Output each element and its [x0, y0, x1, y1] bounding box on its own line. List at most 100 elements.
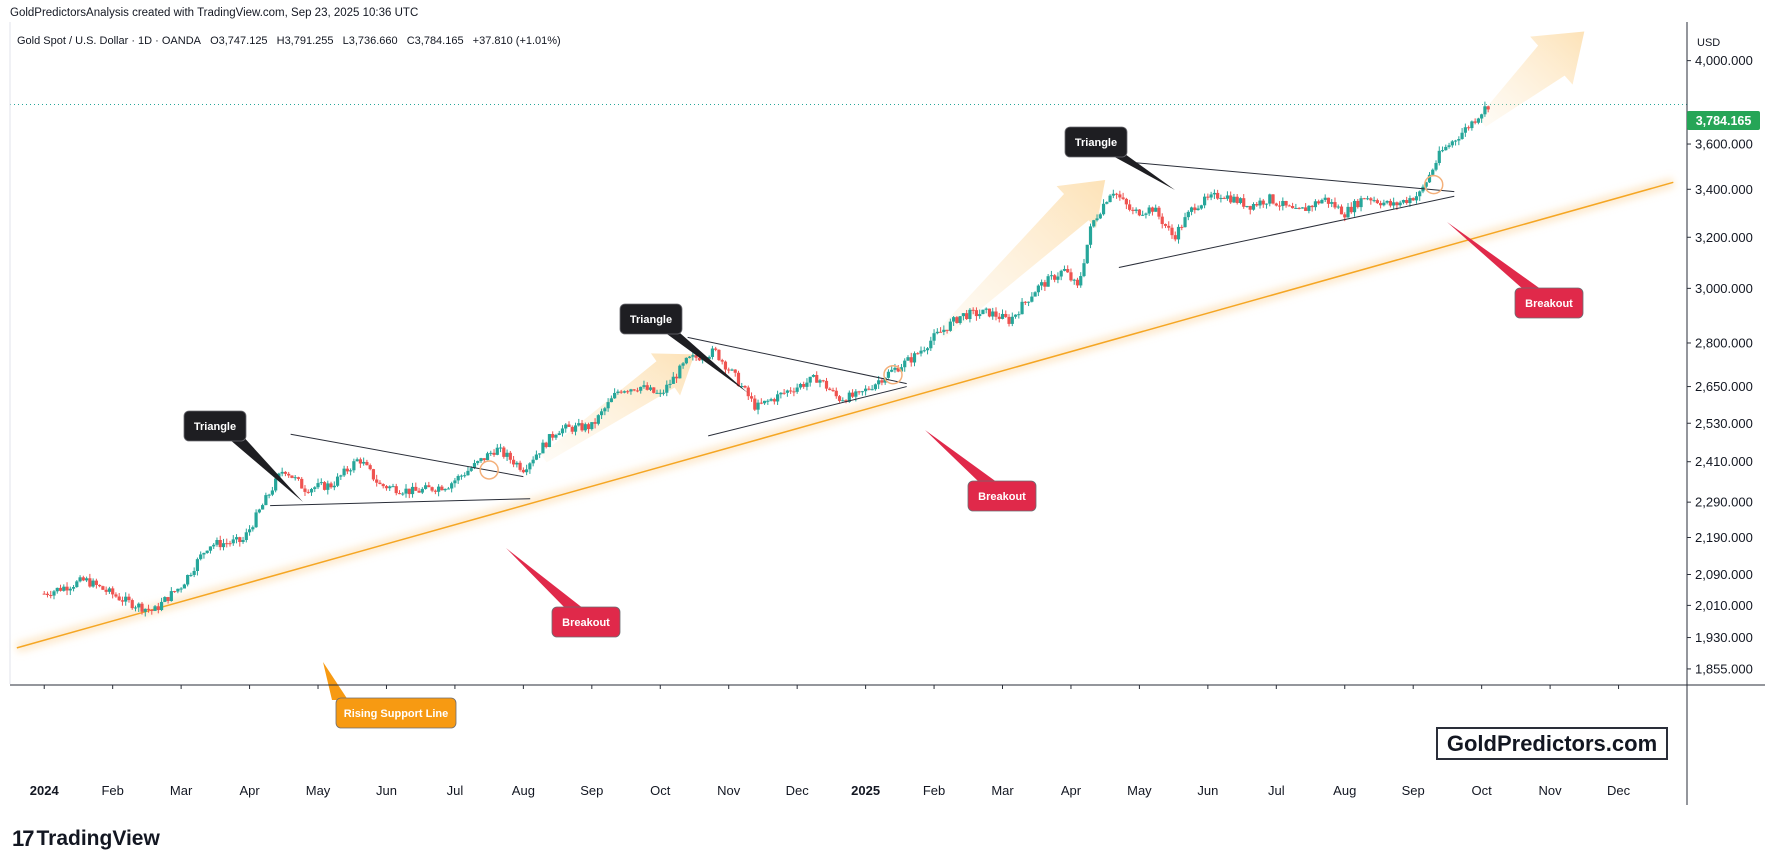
candle-body: [410, 486, 415, 495]
candle-body: [997, 316, 1001, 319]
candle-body: [368, 465, 372, 470]
candle-body: [1075, 279, 1080, 286]
candle-body: [1023, 301, 1027, 303]
candle-body: [169, 591, 173, 601]
candle-body: [730, 369, 734, 371]
candle-body: [736, 372, 741, 387]
x-tick-label: Jul: [1268, 783, 1285, 798]
candle-body: [225, 543, 229, 545]
y-tick-label: 1,855.000: [1695, 661, 1753, 676]
candle-body: [159, 601, 164, 611]
candle-body: [864, 388, 868, 392]
candle-body: [1105, 202, 1109, 204]
candle-body: [1199, 205, 1203, 209]
candle-body: [384, 486, 389, 489]
candle-body: [1414, 196, 1419, 201]
candle-body: [414, 486, 418, 491]
candle-body: [938, 331, 943, 333]
candle-body: [88, 578, 92, 587]
candle-body: [538, 453, 542, 455]
candle-body: [355, 459, 359, 462]
candle-body: [81, 577, 85, 581]
candle-body: [903, 360, 907, 368]
candle-body: [1395, 202, 1399, 206]
current-price-tag: 3,784.165: [1687, 111, 1760, 130]
candle-body: [857, 391, 861, 393]
candle-body: [1017, 314, 1021, 316]
candle-body: [1434, 163, 1438, 170]
candle-body: [371, 469, 376, 480]
candle-body: [834, 390, 838, 397]
candle-body: [544, 442, 548, 448]
candle-body: [1095, 218, 1099, 221]
candle-body: [1268, 194, 1272, 204]
x-tick-label: Nov: [717, 783, 741, 798]
tradingview-logo[interactable]: 17 TradingView: [12, 826, 160, 852]
candle-body: [453, 480, 457, 484]
candle-body: [179, 588, 183, 590]
candle-body: [1336, 206, 1340, 208]
candle-body: [1356, 200, 1360, 208]
candle-body: [1216, 192, 1220, 199]
candle-body: [199, 554, 203, 560]
triangle-upper-line: [1125, 161, 1455, 193]
candle-body: [658, 392, 662, 394]
candle-body: [603, 408, 607, 412]
candle-body: [1473, 121, 1477, 123]
candle-body: [1261, 200, 1265, 205]
candle-body: [1349, 206, 1353, 213]
candle-body: [476, 461, 480, 464]
candle-body: [971, 309, 975, 311]
candle-body: [942, 329, 946, 332]
candle-body: [150, 609, 154, 611]
candle-body: [570, 426, 574, 432]
candle-body: [133, 607, 138, 609]
candle-body: [1082, 263, 1086, 277]
ohlc-low: L3,736.660: [342, 35, 398, 47]
candle-body: [626, 391, 630, 393]
candle-body: [1222, 197, 1226, 199]
candle-body: [756, 402, 760, 410]
candle-body: [759, 402, 763, 404]
candle-body: [674, 376, 679, 379]
candle-body: [78, 577, 82, 582]
y-tick-label: 3,000.000: [1695, 281, 1753, 296]
candle-body: [1111, 193, 1115, 196]
candle-body: [586, 424, 591, 430]
candle-body: [841, 400, 845, 402]
candle-body: [313, 487, 317, 490]
candle-body: [498, 447, 503, 449]
candle-body: [244, 532, 248, 541]
candle-body: [1330, 202, 1334, 204]
candle-body: [479, 458, 483, 462]
candle-body: [1114, 193, 1119, 195]
triangle-callout-label: Triangle: [1075, 137, 1117, 149]
candle-body: [1043, 282, 1047, 287]
candle-body: [1137, 209, 1142, 216]
candle-body: [339, 475, 343, 477]
candle-body: [62, 586, 66, 591]
symbol-name[interactable]: Gold Spot / U.S. Dollar · 1D · OANDA: [17, 35, 201, 47]
candle-body: [68, 588, 72, 591]
candle-body: [1121, 197, 1125, 199]
candle-body: [1196, 208, 1200, 211]
candle-body: [880, 380, 884, 383]
triangle-lower-line: [708, 386, 907, 437]
candle-body: [1154, 207, 1158, 212]
candle-body: [1046, 276, 1050, 287]
candle-body: [176, 588, 180, 592]
candle-body: [1248, 205, 1252, 210]
candle-body: [965, 313, 969, 319]
candle-body: [1062, 269, 1067, 271]
candle-body: [886, 371, 891, 378]
candle-body: [824, 380, 829, 389]
candle-body: [238, 537, 242, 542]
y-tick-label: 3,600.000: [1695, 137, 1753, 152]
candle-body: [1010, 316, 1014, 324]
candle-body: [1212, 192, 1216, 195]
candle-body: [1229, 195, 1233, 203]
support-callout-box: [335, 697, 457, 729]
candle-body: [482, 458, 486, 461]
candle-body: [710, 348, 715, 357]
